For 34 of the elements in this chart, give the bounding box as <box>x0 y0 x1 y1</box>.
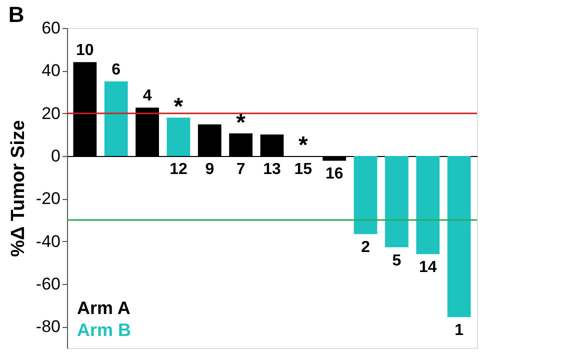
x-tick-label: 15 <box>294 161 312 178</box>
y-tick-label: 60 <box>42 18 60 38</box>
x-tick-label: 13 <box>263 161 281 178</box>
chart-title: B <box>8 2 24 27</box>
x-tick-label: 10 <box>76 42 94 60</box>
text: Arm B <box>77 320 132 340</box>
x-tick-label: 7 <box>236 161 246 178</box>
x-tick-label: 5 <box>392 252 402 270</box>
y-tick-label: -60 <box>36 274 60 294</box>
bar <box>385 156 408 248</box>
x-tick-label: 16 <box>325 166 344 183</box>
bar <box>354 156 378 234</box>
annotation: * <box>236 109 246 136</box>
annotation: * <box>298 132 309 159</box>
y-tick-label: 20 <box>42 104 60 123</box>
bar <box>416 156 440 254</box>
bar <box>104 81 128 156</box>
x-tick-label: 6 <box>112 61 121 78</box>
annotation: * <box>174 94 184 121</box>
x-tick-label: 1 <box>454 322 464 340</box>
x-tick-label: 4 <box>142 88 152 105</box>
y-tick-label: 40 <box>42 61 60 80</box>
y-axis-title: %Δ Tumor Size <box>8 120 29 257</box>
x-tick-label: 9 <box>205 161 214 178</box>
x-tick-label: 12 <box>170 161 188 178</box>
bar <box>166 118 190 156</box>
y-tick-label: -40 <box>36 232 60 251</box>
x-tick-label: 2 <box>361 239 370 256</box>
x-tick-label: 14 <box>418 259 437 276</box>
y-tick-label: 0 <box>51 146 60 166</box>
y-tick-label: -80 <box>36 317 60 336</box>
y-tick-label: -20 <box>36 189 60 208</box>
text: Arm A <box>77 298 130 318</box>
bar <box>447 156 471 318</box>
